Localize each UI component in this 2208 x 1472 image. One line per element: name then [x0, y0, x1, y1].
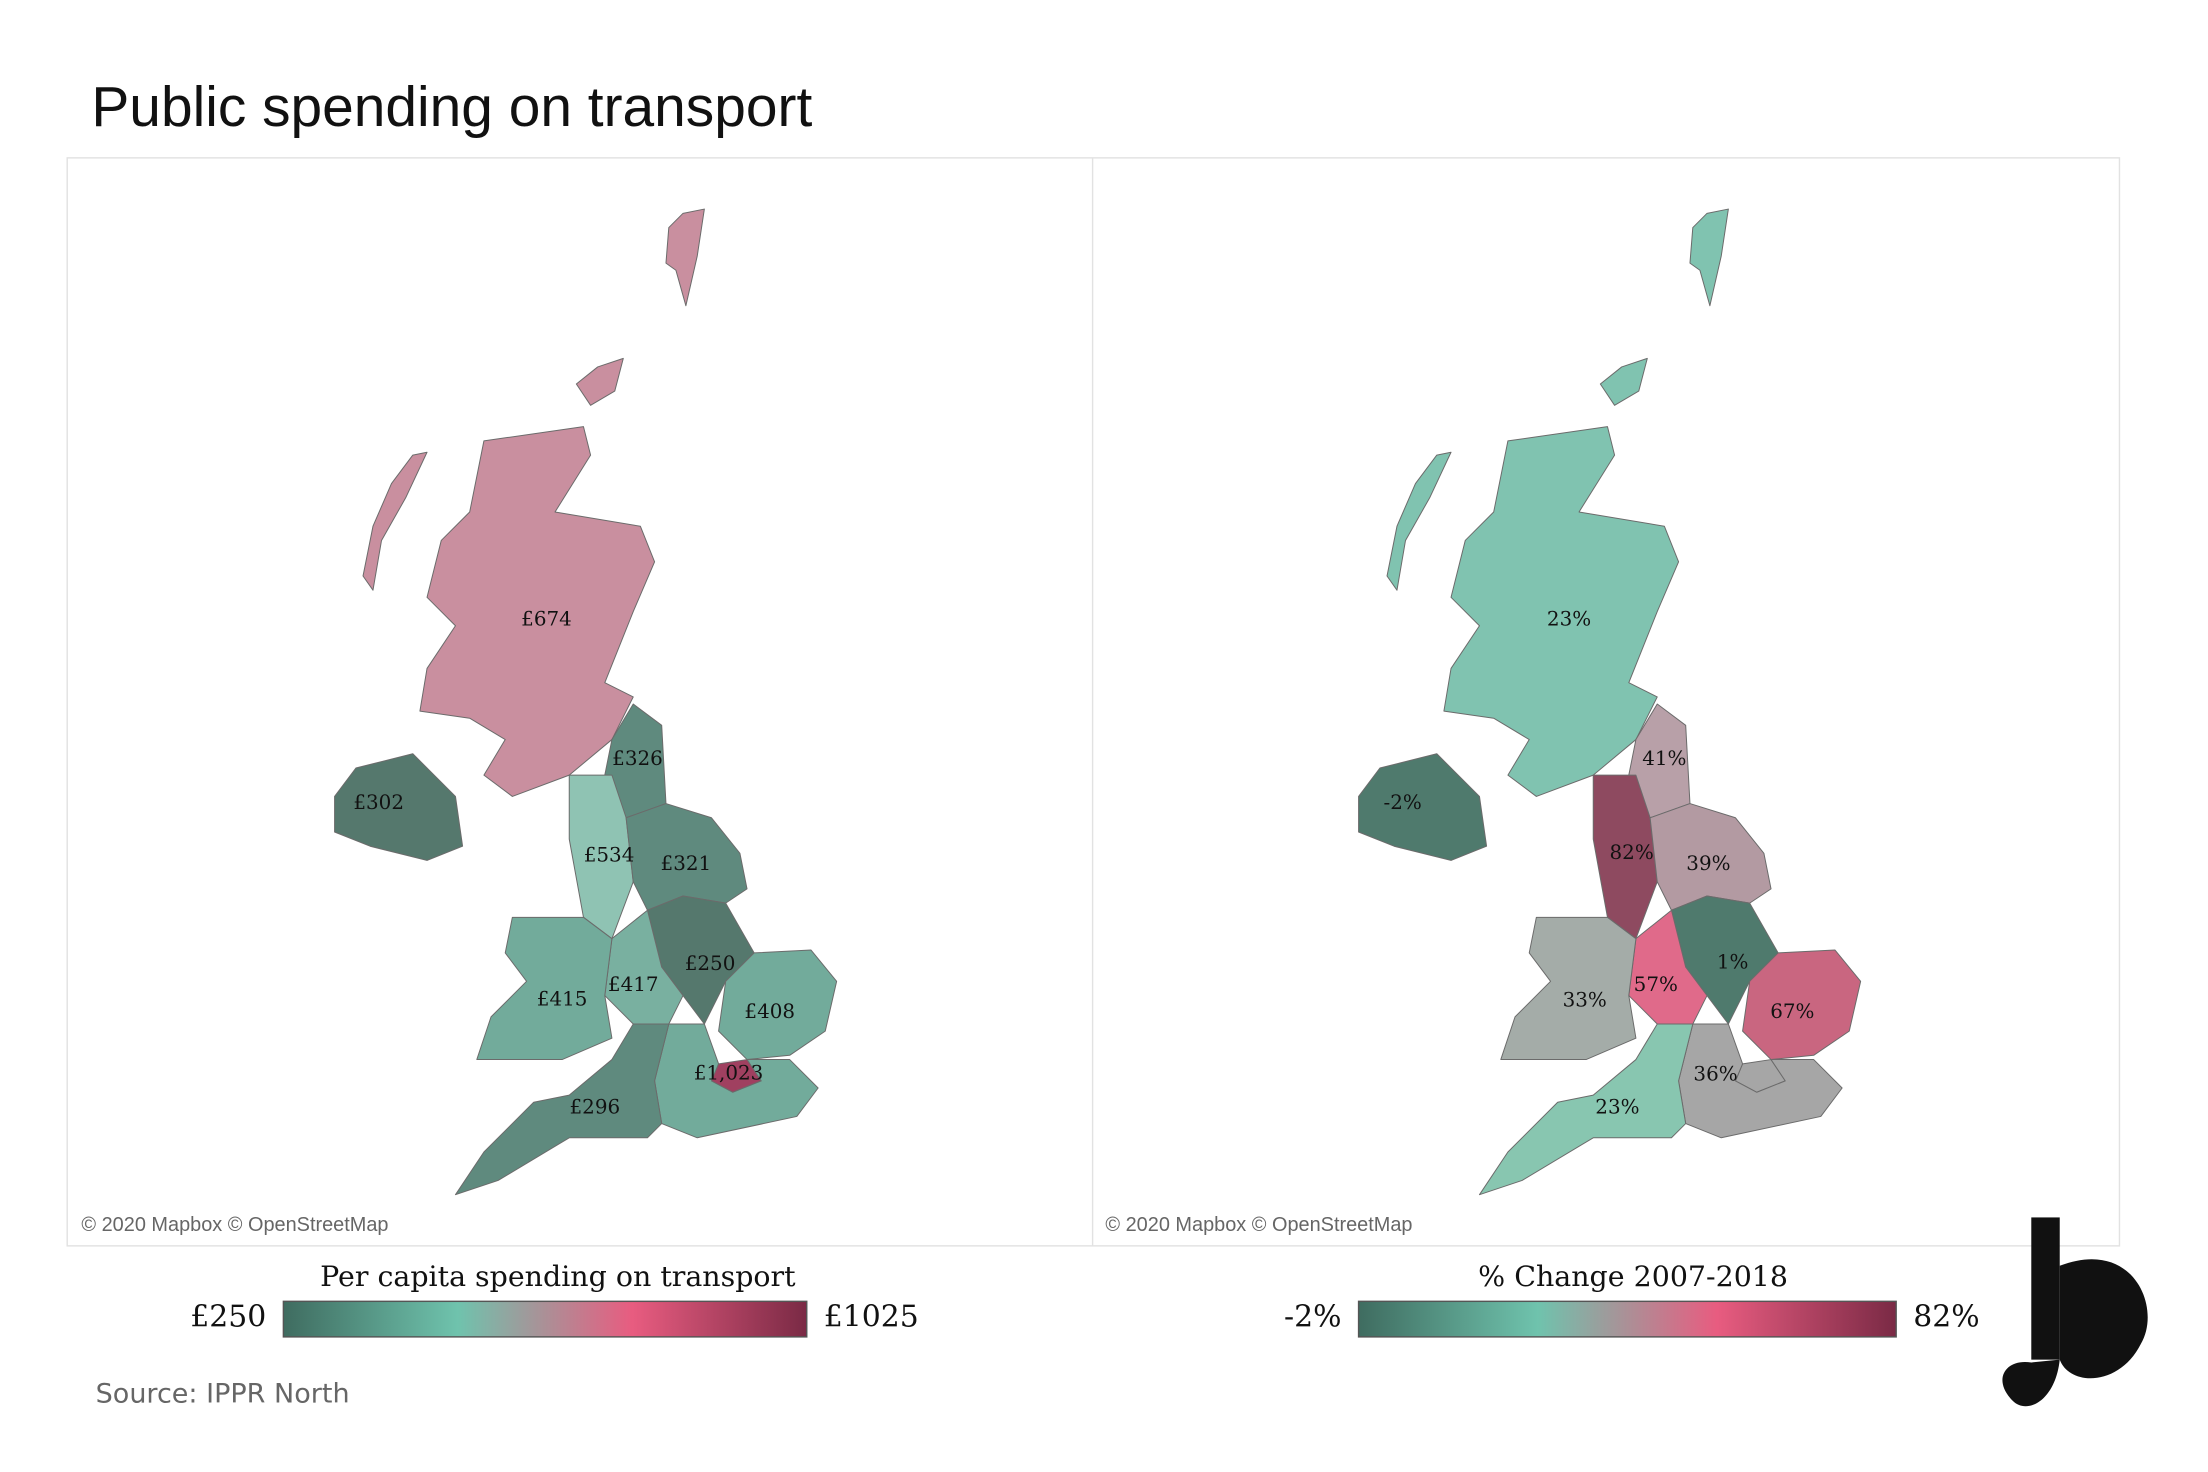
region-label: 23% — [1547, 608, 1591, 631]
region — [654, 1023, 819, 1139]
region — [1500, 916, 1637, 1061]
legend-max: 82% — [1913, 1299, 1979, 1334]
region-label: 33% — [1563, 989, 1607, 1012]
region-label: £321 — [661, 852, 712, 875]
map: £674 £326 £534 £321 £250 £417 £415 £408 £1,023 £2… — [334, 208, 838, 1196]
region — [1443, 426, 1680, 797]
legend-title: Per capita spending on transport — [320, 1260, 796, 1293]
region-label: -2% — [1384, 791, 1422, 814]
legend-max: £1025 — [824, 1299, 919, 1334]
map: 23% 41% 82% 39% 1% 57% 33% 67% 36% 23% -2% — [1358, 208, 1862, 1196]
legend-bar — [282, 1300, 808, 1338]
region — [1592, 774, 1658, 940]
region — [362, 451, 428, 591]
region-label: £1,023 — [694, 1061, 764, 1084]
region — [1358, 753, 1488, 861]
region — [1599, 357, 1648, 406]
source: Source: IPPR North — [96, 1379, 350, 1410]
region-label: £674 — [521, 608, 572, 631]
region-label: £415 — [537, 987, 588, 1010]
region-label: £296 — [570, 1095, 621, 1118]
region — [476, 916, 613, 1061]
title: Public spending on transport — [91, 76, 812, 139]
region — [625, 803, 748, 911]
region — [419, 426, 656, 797]
legend-min: £250 — [190, 1299, 266, 1334]
region — [568, 774, 634, 940]
region-label: £408 — [744, 1000, 795, 1023]
region-label: 41% — [1642, 747, 1686, 770]
region — [334, 753, 464, 861]
region-label: £534 — [584, 844, 635, 867]
region-label: 39% — [1686, 852, 1730, 875]
legend-title: % Change 2007-2018 — [1478, 1260, 1788, 1293]
attribution: © 2020 Mapbox © OpenStreetMap — [1105, 1214, 1412, 1236]
region — [454, 1023, 670, 1196]
logo — [2002, 1217, 2148, 1407]
attribution: © 2020 Mapbox © OpenStreetMap — [81, 1214, 388, 1236]
region — [575, 357, 624, 406]
region-label: 1% — [1717, 950, 1749, 973]
legend-bar — [1357, 1300, 1897, 1338]
region-label: 57% — [1634, 973, 1678, 996]
region-label: £250 — [685, 952, 736, 975]
region-label: 23% — [1595, 1095, 1639, 1118]
region — [1649, 803, 1772, 911]
region — [1478, 1023, 1694, 1196]
region — [665, 208, 705, 307]
region — [604, 909, 684, 1025]
region — [1689, 208, 1729, 307]
region — [1678, 1023, 1843, 1139]
legend-min: -2% — [1284, 1299, 1341, 1334]
region-label: 82% — [1610, 841, 1654, 864]
region-label: £326 — [612, 747, 663, 770]
region-label: 36% — [1693, 1063, 1737, 1086]
region — [718, 949, 838, 1061]
region — [1628, 909, 1708, 1025]
region-label: £417 — [608, 973, 659, 996]
region — [1742, 949, 1862, 1061]
region-label: £302 — [353, 791, 404, 814]
region-label: 67% — [1770, 1000, 1814, 1023]
region — [1386, 451, 1452, 591]
